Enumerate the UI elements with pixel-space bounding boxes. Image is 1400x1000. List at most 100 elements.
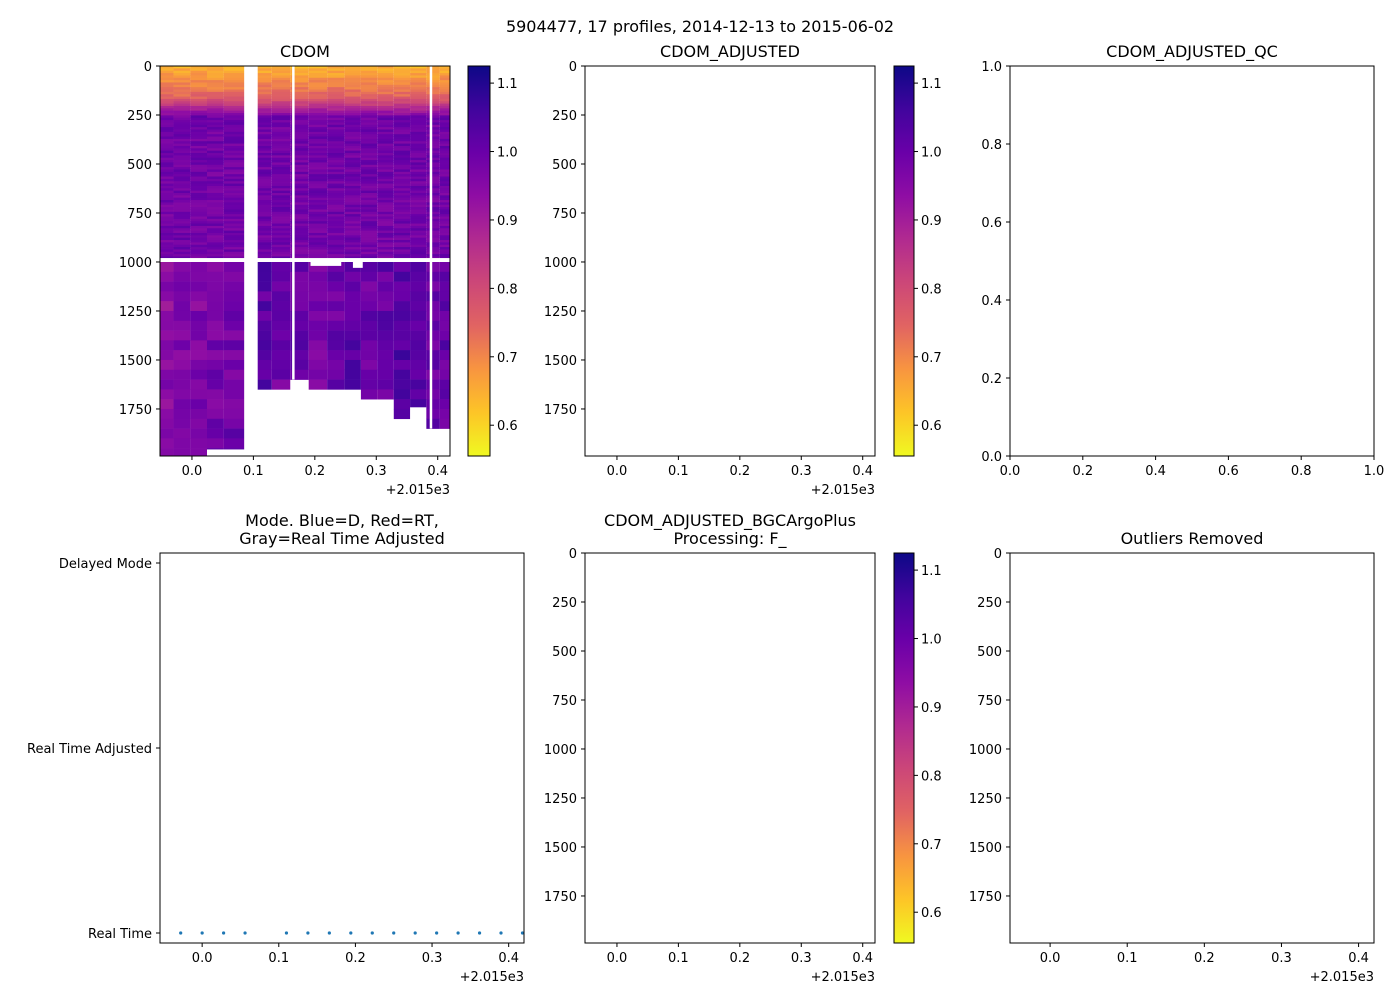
cdom-cell: [160, 131, 174, 135]
cdom-cell: [360, 249, 378, 253]
cdom-cell: [223, 110, 248, 114]
cdom-cell: [207, 310, 224, 322]
cdom-cell: [290, 249, 309, 253]
cdom-cell: [410, 197, 427, 201]
cdom-cell: [290, 113, 309, 116]
cdom-cell: [223, 143, 248, 147]
cdom-cell: [327, 340, 345, 351]
cdom-cell: [207, 251, 224, 255]
cdom-cell: [247, 225, 272, 229]
cdom-cell: [190, 101, 208, 105]
cdom-cell: [207, 399, 224, 410]
cdom-cell: [344, 183, 361, 187]
cdom-cell: [290, 101, 309, 105]
cdom-cell: [439, 70, 450, 74]
x-offset-label: +2.015e3: [460, 970, 524, 985]
cdom-cell: [327, 247, 345, 250]
cdom-cell: [327, 330, 345, 341]
colorbar-tick-label: 1.1: [497, 77, 518, 92]
cdom-cell: [271, 204, 291, 208]
cdom-cell: [173, 77, 191, 81]
cdom-cell: [173, 235, 191, 239]
cdom-cell: [308, 350, 328, 361]
cdom-cell: [360, 228, 378, 232]
cdom-cell: [327, 218, 345, 222]
cdom-cell: [426, 181, 440, 185]
cdom-cell: [426, 221, 440, 225]
x-tick-label: 0.4: [1348, 951, 1369, 966]
cdom-cell: [160, 240, 174, 243]
cdom-cell: [327, 127, 345, 130]
cdom-cell: [393, 169, 411, 173]
cdom-cell: [160, 399, 174, 410]
cdom-cell: [160, 320, 174, 331]
cdom-cell: [160, 389, 174, 400]
cdom-cell: [173, 448, 191, 456]
cdom-cell: [290, 185, 309, 189]
cdom-cell: [190, 169, 208, 173]
cdom-cell: [426, 131, 440, 135]
y-tick-label: 750: [977, 694, 1002, 709]
cdom-cell: [190, 160, 208, 163]
cdom-cell: [410, 320, 427, 331]
cdom-cell: [439, 134, 450, 138]
cdom-cell: [439, 66, 450, 69]
mode-point: [477, 931, 482, 935]
x-tick-label: 0.4: [852, 951, 873, 966]
cdom-cell: [344, 122, 361, 126]
cdom-cell: [377, 145, 394, 149]
cdom-cell: [223, 157, 248, 161]
cdom-cell: [393, 108, 411, 112]
cdom-cell: [410, 150, 427, 154]
x-tick-label: 0.0: [1040, 951, 1061, 966]
cdom-cell: [327, 73, 345, 76]
cdom-cell: [393, 143, 411, 147]
cdom-cell: [190, 98, 208, 102]
cdom-cell: [439, 174, 450, 178]
cdom-cell: [173, 204, 191, 208]
cdom-cell: [393, 148, 411, 152]
cdom-cell: [327, 235, 345, 239]
cdom-cell: [439, 223, 450, 227]
cdom-cell: [410, 148, 427, 152]
cdom-cell: [410, 240, 427, 243]
cdom-cell: [377, 150, 394, 154]
cdom-cell: [271, 230, 291, 234]
cdom-cell: [190, 261, 208, 273]
cdom-cell: [173, 230, 191, 234]
cdom-cell: [290, 242, 309, 246]
cdom-cell: [308, 251, 328, 255]
cdom-cell: [377, 129, 394, 133]
cdom-cell: [290, 244, 309, 248]
cdom-cell: [377, 134, 394, 138]
cdom-cell: [360, 230, 378, 234]
cdom-cell: [160, 115, 174, 119]
cdom-cell: [393, 261, 411, 273]
cdom-cell: [360, 122, 378, 126]
cdom-cell: [344, 320, 361, 331]
cdom-cell: [223, 70, 248, 74]
cdom-cell: [190, 216, 208, 220]
cdom-cell: [271, 232, 291, 236]
cdom-cell: [377, 167, 394, 170]
cdom-cell: [393, 70, 411, 74]
cdom-cell: [247, 101, 272, 105]
y-tick-label: 500: [977, 645, 1002, 660]
cdom-cell: [173, 350, 191, 361]
cdom-cell: [344, 218, 361, 222]
y-tick-label: 1000: [969, 743, 1002, 758]
cdom-cell: [223, 134, 248, 138]
cdom-cell: [439, 110, 450, 114]
cdom-cell: [344, 77, 361, 81]
colorbar-tick-label: 1.0: [497, 146, 518, 161]
cdom-cell: [271, 124, 291, 128]
cdom-cell: [426, 84, 440, 88]
cdom-cell: [439, 143, 450, 147]
cdom-cell: [410, 235, 427, 239]
cdom-cell: [290, 181, 309, 185]
cdom-cell: [190, 254, 208, 257]
cdom-cell: [360, 164, 378, 168]
cdom-cell: [173, 232, 191, 236]
cdom-cell: [426, 167, 440, 170]
cdom-cell: [393, 171, 411, 175]
